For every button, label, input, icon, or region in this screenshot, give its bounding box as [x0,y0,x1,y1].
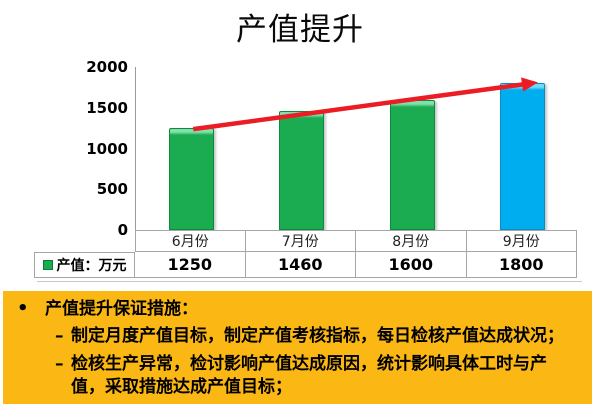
value-cell: 1460 [245,252,356,278]
chart-bar-6月份 [168,128,214,230]
table-corner-empty [34,230,135,252]
bar-chart-plot-area [135,67,577,230]
value-cell: 1800 [466,252,577,278]
notes-heading-row: • 产值提升保证措施： [17,298,584,320]
y-axis-tick-label: 500 [96,180,128,199]
month-header-cell: 9月份 [466,230,577,252]
notes-heading: 产值提升保证措施： [45,299,198,319]
y-axis-tick-label: 2000 [86,58,128,76]
dash-icon: – [55,326,64,346]
data-table: 6月份 7月份 8月份 9月份产值：万元 1250 1460 1600 1800 [34,230,577,278]
legend-label: 产值：万元 [56,258,127,274]
y-axis-tick-label: 1500 [86,98,128,117]
bullet-icon: • [17,298,29,319]
month-header-cell: 7月份 [245,230,356,252]
note-item-text: 制定月度产值目标，制定产值考核指标，每日检核产值达成状况； [71,326,564,346]
dash-icon: – [55,354,64,374]
chart-bar-8月份 [389,99,435,230]
notes-list: – 制定月度产值目标，制定产值考核指标，每日检核产值达成状况； – 检核生产异常，检讨… [17,325,584,399]
month-header-cell: 8月份 [356,230,467,252]
chart-bar-7月份 [279,111,325,230]
table-shadow-line [37,281,582,282]
y-axis-tick-label: 1000 [86,139,128,158]
value-cell: 1600 [356,252,467,278]
y-axis-tick-label: 0 [117,221,128,239]
note-item: – 检核生产异常，检讨影响产值达成原因，统计影响具体工时与产值，采取措施达成产值目… [17,353,584,399]
month-header-cell: 6月份 [135,230,246,252]
legend-cell: 产值：万元 [34,252,135,278]
chart-bar-9月份 [500,83,546,230]
legend-swatch-icon [42,260,53,270]
note-item-text: 检核生产异常，检讨影响产值达成原因，统计影响具体工时与产值，采取措施达成产值目标… [71,354,547,397]
notes-panel: • 产值提升保证措施： – 制定月度产值目标，制定产值考核指标，每日检核产值达成状… [3,291,592,404]
value-cell: 1250 [135,252,246,278]
note-item: – 制定月度产值目标，制定产值考核指标，每日检核产值达成状况； [17,325,584,348]
page-title: 产值提升 [236,12,364,48]
